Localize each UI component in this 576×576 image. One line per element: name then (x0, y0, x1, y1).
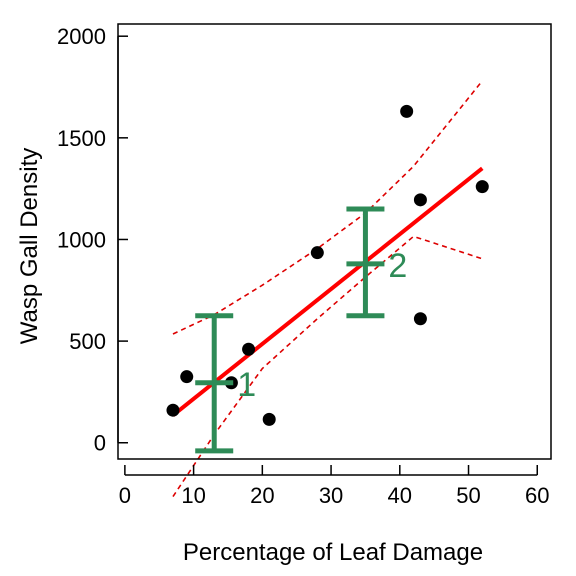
data-point (166, 404, 179, 417)
data-point (414, 312, 427, 325)
error-bar-label: 2 (388, 247, 407, 285)
x-tick-label: 20 (250, 483, 274, 508)
y-tick-label: 1000 (57, 227, 106, 252)
x-tick-label: 0 (119, 483, 131, 508)
fit-line (173, 168, 482, 415)
x-axis-title: Percentage of Leaf Damage (183, 539, 483, 566)
y-tick-label: 1500 (57, 126, 106, 151)
x-tick-label: 60 (525, 483, 549, 508)
y-tick-label: 500 (69, 329, 106, 354)
data-point (400, 105, 413, 118)
x-tick-label: 10 (181, 483, 205, 508)
data-point (311, 246, 324, 259)
data-point (476, 180, 489, 193)
y-axis-title: Wasp Gall Density (16, 148, 43, 345)
x-tick-label: 50 (456, 483, 480, 508)
y-tick-label: 2000 (57, 24, 106, 49)
y-tick-label: 0 (94, 431, 106, 456)
x-tick-label: 30 (319, 483, 343, 508)
data-point (180, 370, 193, 383)
plot-frame (118, 24, 551, 459)
error-bar-label: 1 (237, 366, 256, 404)
data-point (414, 193, 427, 206)
x-tick-label: 40 (388, 483, 412, 508)
confidence-band-lower (173, 236, 482, 496)
data-point (242, 343, 255, 356)
data-point (263, 413, 276, 426)
